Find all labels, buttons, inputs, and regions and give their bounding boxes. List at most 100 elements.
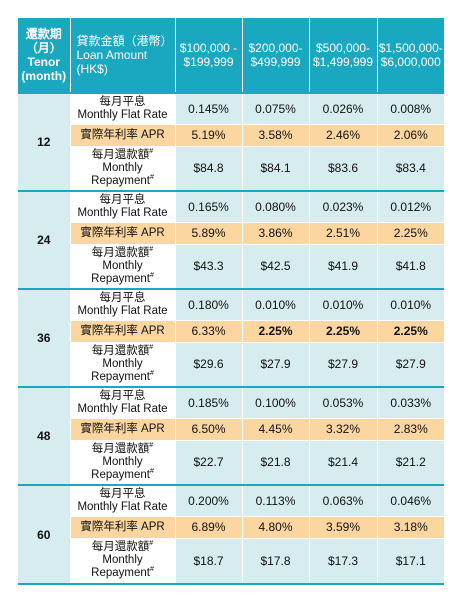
- apr-label: 實際年利率 APR: [69, 417, 175, 440]
- flat-rate-value: 0.010%: [308, 288, 377, 320]
- repayment-value: $83.4: [376, 145, 444, 191]
- flat-rate-value: 0.075%: [241, 92, 309, 124]
- repayment-label: 每月還款額# Monthly Repayment#: [69, 341, 175, 387]
- table-row: 每月還款額# Monthly Repayment# $22.7 $21.8 $21.4 $2…: [18, 439, 444, 485]
- repayment-label: 每月還款額# Monthly Repayment#: [69, 145, 175, 191]
- flat-rate-label: 每月平息 Monthly Flat Rate: [69, 288, 175, 320]
- flat-rate-label: 每月平息 Monthly Flat Rate: [69, 92, 175, 124]
- flat-rate-value: 0.180%: [174, 288, 242, 320]
- flat-rate-value: 0.063%: [308, 484, 377, 516]
- tenor-cell: 36: [18, 288, 70, 387]
- flat-rate-value: 0.080%: [241, 190, 309, 222]
- apr-value: 5.19%: [174, 123, 242, 146]
- range-header-1: $100,000 - $199,999: [174, 18, 242, 93]
- apr-label: 實際年利率 APR: [69, 123, 175, 146]
- apr-value: 3.59%: [308, 515, 377, 538]
- repayment-value: $17.1: [376, 537, 444, 583]
- repayment-value: $83.6: [308, 145, 377, 191]
- apr-value: 6.50%: [174, 417, 242, 440]
- apr-value: 6.33%: [174, 319, 242, 342]
- repayment-value: $18.7: [174, 537, 242, 583]
- flat-rate-value: 0.100%: [241, 386, 309, 418]
- apr-value: 4.80%: [241, 515, 309, 538]
- apr-value: 2.06%: [376, 123, 444, 146]
- flat-rate-value: 0.010%: [376, 288, 444, 320]
- repayment-value: $27.9: [376, 341, 444, 387]
- tenor-header-en: Tenor (month): [21, 55, 67, 83]
- repayment-value: $17.8: [241, 537, 309, 583]
- apr-value: 2.46%: [308, 123, 377, 146]
- flat-rate-value: 0.053%: [308, 386, 377, 418]
- table-body: 12 每月平息 Monthly Flat Rate 0.145% 0.075% 0.026…: [18, 92, 444, 583]
- flat-rate-value: 0.012%: [376, 190, 444, 222]
- amount-header-zh: 貸款金額（港幣）: [76, 34, 173, 48]
- flat-rate-label: 每月平息 Monthly Flat Rate: [69, 484, 175, 516]
- tenor-cell: 24: [18, 190, 70, 289]
- flat-rate-value: 0.010%: [241, 288, 309, 320]
- repayment-value: $21.8: [241, 439, 309, 485]
- flat-rate-value: 0.165%: [174, 190, 242, 222]
- table-row: 實際年利率 APR 5.19% 3.58% 2.46% 2.06%: [18, 123, 444, 146]
- repayment-value: $21.4: [308, 439, 377, 485]
- flat-rate-value: 0.026%: [308, 92, 377, 124]
- flat-rate-label: 每月平息 Monthly Flat Rate: [69, 190, 175, 222]
- flat-rate-value: 0.145%: [174, 92, 242, 124]
- table-row: 每月還款額# Monthly Repayment# $84.8 $84.1 $83.6 $8…: [18, 145, 444, 191]
- apr-label: 實際年利率 APR: [69, 515, 175, 538]
- apr-value: 2.25%: [308, 319, 377, 342]
- table-row: 每月還款額# Monthly Repayment# $18.7 $17.8 $17.3 $1…: [18, 537, 444, 583]
- flat-rate-value: 0.033%: [376, 386, 444, 418]
- repayment-value: $84.1: [241, 145, 309, 191]
- flat-rate-value: 0.200%: [174, 484, 242, 516]
- repayment-value: $21.2: [376, 439, 444, 485]
- repayment-value: $42.5: [241, 243, 309, 289]
- apr-value: 2.51%: [308, 221, 377, 244]
- repayment-label: 每月還款額# Monthly Repayment#: [69, 537, 175, 583]
- apr-value: 2.25%: [376, 319, 444, 342]
- tenor-header-zh: 還款期（月）: [25, 27, 62, 55]
- apr-value: 4.45%: [241, 417, 309, 440]
- table-row: 實際年利率 APR 5.89% 3.86% 2.51% 2.25%: [18, 221, 444, 244]
- rate-table-wrapper: 還款期（月） Tenor (month) 貸款金額（港幣） Loan Amoun…: [18, 18, 444, 585]
- flat-rate-label: 每月平息 Monthly Flat Rate: [69, 386, 175, 418]
- loan-rate-table: 還款期（月） Tenor (month) 貸款金額（港幣） Loan Amoun…: [18, 18, 444, 583]
- repayment-value: $27.9: [308, 341, 377, 387]
- tenor-header: 還款期（月） Tenor (month): [18, 18, 70, 93]
- flat-rate-value: 0.046%: [376, 484, 444, 516]
- table-row: 實際年利率 APR 6.33% 2.25% 2.25% 2.25%: [18, 319, 444, 342]
- apr-value: 2.25%: [241, 319, 309, 342]
- table-bottom-border: [18, 583, 444, 585]
- repayment-value: $41.8: [376, 243, 444, 289]
- repayment-value: $43.3: [174, 243, 242, 289]
- flat-rate-value: 0.113%: [241, 484, 309, 516]
- range-header-4: $1,500,000- $6,000,000: [376, 18, 444, 93]
- tenor-cell: 60: [18, 484, 70, 583]
- tenor-cell: 12: [18, 92, 70, 191]
- repayment-value: $84.8: [174, 145, 242, 191]
- tenor-cell: 48: [18, 386, 70, 485]
- range-header-2: $200,000- $499,999: [241, 18, 309, 93]
- apr-value: 2.25%: [376, 221, 444, 244]
- apr-label: 實際年利率 APR: [69, 221, 175, 244]
- repayment-value: $22.7: [174, 439, 242, 485]
- amount-header-en: Loan Amount (HK$): [76, 48, 148, 76]
- apr-value: 3.86%: [241, 221, 309, 244]
- range-header-3: $500,000- $1,499,999: [308, 18, 377, 93]
- repayment-value: $41.9: [308, 243, 377, 289]
- flat-rate-value: 0.185%: [174, 386, 242, 418]
- table-row: 60 每月平息 Monthly Flat Rate 0.200% 0.113% 0.063…: [18, 484, 444, 583]
- table-row: 12 每月平息 Monthly Flat Rate 0.145% 0.075% 0.026…: [18, 92, 444, 191]
- flat-rate-value: 0.008%: [376, 92, 444, 124]
- table-row: 實際年利率 APR 6.50% 4.45% 3.32% 2.83%: [18, 417, 444, 440]
- apr-value: 6.89%: [174, 515, 242, 538]
- flat-rate-value: 0.023%: [308, 190, 377, 222]
- repayment-label: 每月還款額# Monthly Repayment#: [69, 439, 175, 485]
- apr-value: 2.83%: [376, 417, 444, 440]
- apr-value: 5.89%: [174, 221, 242, 244]
- amount-header: 貸款金額（港幣） Loan Amount (HK$): [69, 18, 175, 93]
- table-row: 實際年利率 APR 6.89% 4.80% 3.59% 3.18%: [18, 515, 444, 538]
- table-row: 24 每月平息 Monthly Flat Rate 0.165% 0.080% 0.023…: [18, 190, 444, 289]
- table-row: 36 每月平息 Monthly Flat Rate 0.180% 0.010% 0.010…: [18, 288, 444, 387]
- repayment-label: 每月還款額# Monthly Repayment#: [69, 243, 175, 289]
- repayment-value: $27.9: [241, 341, 309, 387]
